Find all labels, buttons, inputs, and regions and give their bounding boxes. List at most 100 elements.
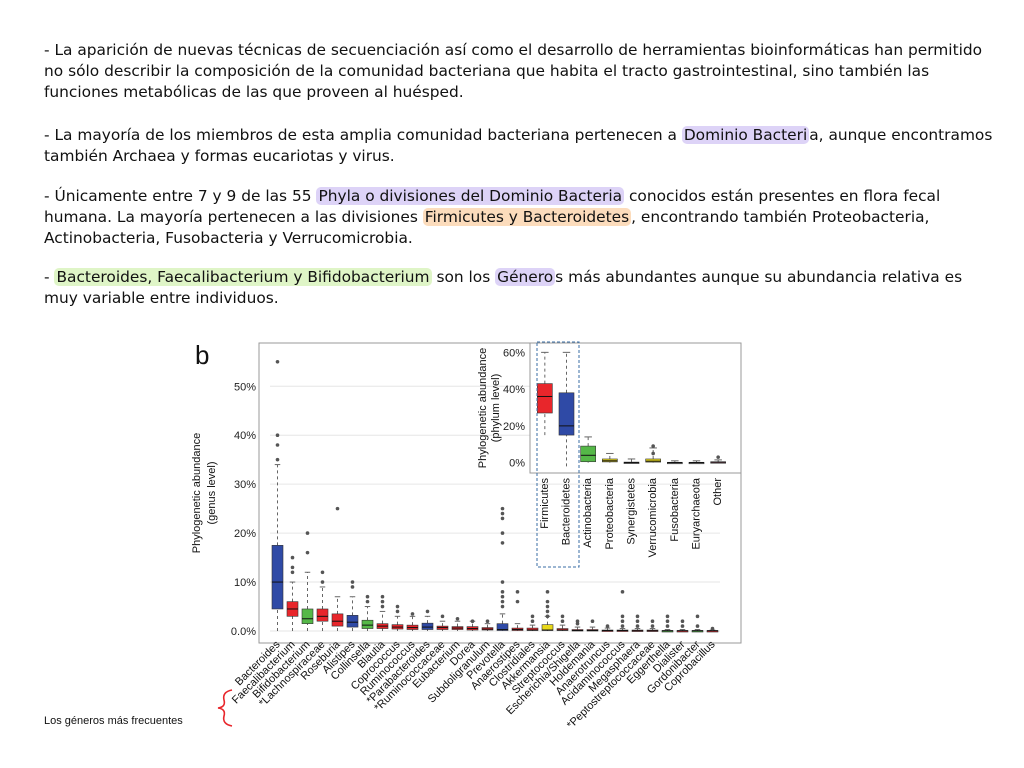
main-y-axis-label-unit: (genus level) — [206, 462, 218, 525]
outlier-point — [305, 550, 310, 555]
highlight-green: Bacteroides, Faecalibacterium y Bifidoba… — [54, 268, 432, 286]
main-y-tick: 40% — [234, 430, 256, 442]
x-tick-label: Firmicutes — [539, 478, 551, 529]
outlier-point — [275, 443, 280, 447]
inset-y-tick-labels: 0% 20% 40% 60% — [503, 347, 525, 469]
main-y-tick-labels: 0.0% 10% 20% 30% 40% 50% — [231, 381, 256, 638]
text-segment: son los — [431, 268, 496, 286]
x-tick-label: Fusobacteria — [669, 477, 681, 541]
x-tick-label: Actinobacteria — [582, 477, 594, 548]
text-segment: - Únicamente entre 7 y 9 de las 55 — [44, 187, 317, 205]
outlier-point — [290, 555, 295, 560]
x-tick-label: Bacteroidetes — [561, 478, 573, 546]
outlier-point — [515, 599, 520, 604]
outlier-point — [575, 619, 580, 624]
outlier-point — [665, 614, 670, 619]
outlier-point — [665, 619, 670, 624]
dominant-phyla-dashed-box — [536, 341, 580, 568]
inset-y-axis-label-unit: (phylum level) — [490, 374, 502, 442]
box-Roseburia — [331, 613, 344, 627]
outlier-point — [545, 604, 550, 609]
outlier-point — [290, 570, 295, 575]
x-tick-label: Other — [712, 478, 724, 506]
outlier-point — [365, 599, 370, 604]
outlier-point — [650, 619, 655, 624]
outlier-point — [380, 594, 385, 599]
outlier-point — [680, 619, 685, 624]
outlier-point — [500, 506, 505, 511]
outlier-point — [500, 541, 505, 545]
outlier-point — [651, 451, 655, 456]
paragraph-2: - La mayoría de los miembros de esta amp… — [44, 125, 994, 167]
outlier-point — [590, 619, 595, 624]
paragraph-3: - Únicamente entre 7 y 9 de las 55 Phyla… — [44, 186, 994, 249]
paragraph-4: - Bacteroides, Faecalibacterium y Bifido… — [44, 267, 994, 309]
outlier-point — [650, 624, 655, 628]
x-tick-label: Verrucomicrobia — [647, 477, 659, 557]
inset-y-tick: 40% — [503, 384, 525, 396]
outlier-point — [635, 624, 640, 628]
main-boxes — [271, 359, 719, 633]
inset-x-tick-labels: Firmicutes Bacteroidetes Actinobacteria Pro… — [539, 477, 724, 557]
inset-y-axis-label: Phylogenetic abundance — [477, 348, 489, 468]
outlier-point — [275, 457, 280, 462]
box-Actinobacteria — [580, 445, 596, 463]
outlier-point — [275, 433, 280, 438]
main-y-tick: 50% — [234, 381, 256, 393]
figure-caption: Los géneros más frecuentes — [44, 715, 183, 727]
outlier-point — [440, 614, 445, 619]
outlier-point — [710, 626, 715, 631]
outlier-point — [500, 531, 505, 535]
outlier-point — [275, 359, 280, 364]
outlier-point — [530, 619, 535, 624]
text-segment: a, aunque encontramos también Archaea y … — [44, 126, 993, 165]
main-y-axis-label: Phylogenetic abundance — [191, 433, 203, 553]
outlier-point — [651, 444, 655, 448]
inset-y-tick: 0% — [509, 458, 525, 470]
outlier-point — [500, 511, 505, 516]
outlier-point — [620, 619, 625, 624]
outlier-point — [695, 624, 700, 628]
outlier-point — [425, 609, 430, 614]
text-segment: conocidos están presentes en flora fecal… — [44, 187, 941, 226]
highlight-purple: Dominio Bacteri — [681, 126, 810, 144]
box-Verrucomicrobia — [645, 458, 661, 463]
outlier-point — [470, 619, 475, 624]
highlight-purple: Phyla o divisiones del Dominio Bacteria — [316, 187, 625, 205]
text-segment: , encontrando también Proteobacteria, Ac… — [44, 208, 930, 247]
box-*Parabacteroides — [421, 622, 434, 630]
main-y-tick: 20% — [234, 528, 256, 540]
outlier-point — [320, 580, 325, 584]
outlier-point — [500, 516, 505, 521]
outlier-point — [545, 590, 550, 594]
outlier-point — [290, 565, 295, 570]
box-Bacteroidetes — [558, 392, 575, 436]
main-x-tick-labels: BacteroidesFaecalibacteriumBifidobacteri… — [230, 638, 718, 731]
outlier-point — [620, 590, 625, 594]
main-y-tick: 0.0% — [231, 626, 256, 638]
outlier-point — [395, 609, 400, 614]
box-Firmicutes — [537, 383, 553, 414]
outlier-point — [320, 570, 325, 575]
outlier-point — [560, 614, 565, 619]
outlier-point — [380, 599, 385, 604]
outlier-point — [545, 614, 550, 619]
inset-y-tick: 20% — [503, 421, 525, 433]
red-curly-brace — [217, 689, 233, 727]
outlier-point — [635, 614, 640, 619]
outlier-point — [680, 624, 685, 628]
inset-boxes — [537, 351, 726, 467]
outlier-point — [500, 594, 505, 599]
outlier-point — [530, 614, 535, 619]
box-Prevotella — [496, 623, 509, 631]
text-segment: - La aparición de nuevas técnicas de sec… — [44, 41, 983, 101]
outlier-point — [410, 612, 415, 616]
outlier-point — [305, 531, 310, 535]
outlier-point — [695, 614, 700, 619]
outlier-point — [620, 624, 625, 628]
paragraph-1: - La aparición de nuevas técnicas de sec… — [44, 40, 994, 103]
outlier-point — [395, 604, 400, 609]
outlier-point — [560, 619, 565, 624]
outlier-point — [620, 614, 625, 619]
text-segment: - — [44, 268, 55, 286]
